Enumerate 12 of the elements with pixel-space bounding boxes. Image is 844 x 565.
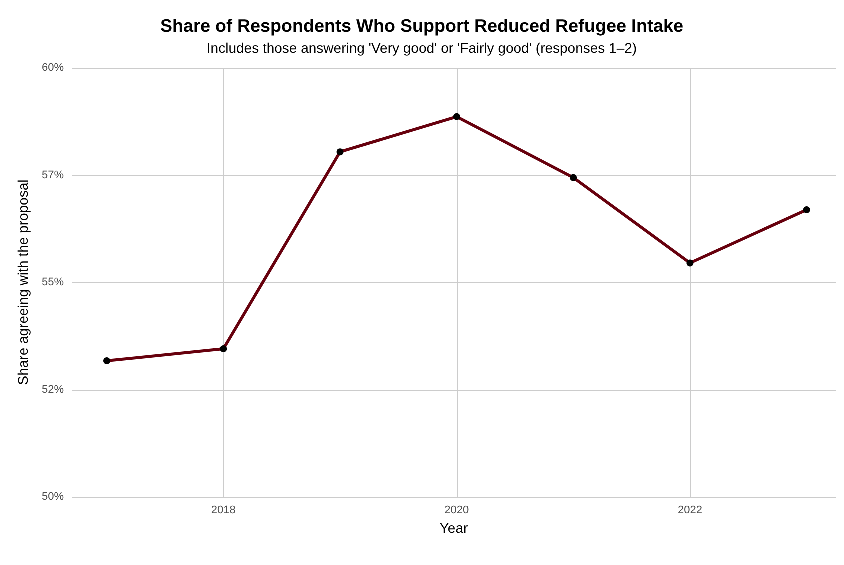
y-tick-label: 60% <box>42 62 64 74</box>
y-tick-label: 55% <box>42 276 64 288</box>
y-tick-label: 50% <box>42 491 64 503</box>
y-tick-label: 57% <box>42 169 64 182</box>
x-tick-label: 2018 <box>211 504 236 516</box>
x-axis-title: Year <box>440 520 468 536</box>
x-tick-label: 2022 <box>678 504 702 516</box>
y-tick-label: 52% <box>42 384 64 396</box>
chart-subtitle: Includes those answering 'Very good' or 'Fairly good' (responses 1–2) <box>206 40 638 56</box>
x-tick-label: 2020 <box>444 504 470 516</box>
y-axis-title: Share agreeing with the proposal <box>15 180 31 386</box>
chart-title: Share of Respondents Who Support Reduced Refugee Intake <box>160 16 684 36</box>
